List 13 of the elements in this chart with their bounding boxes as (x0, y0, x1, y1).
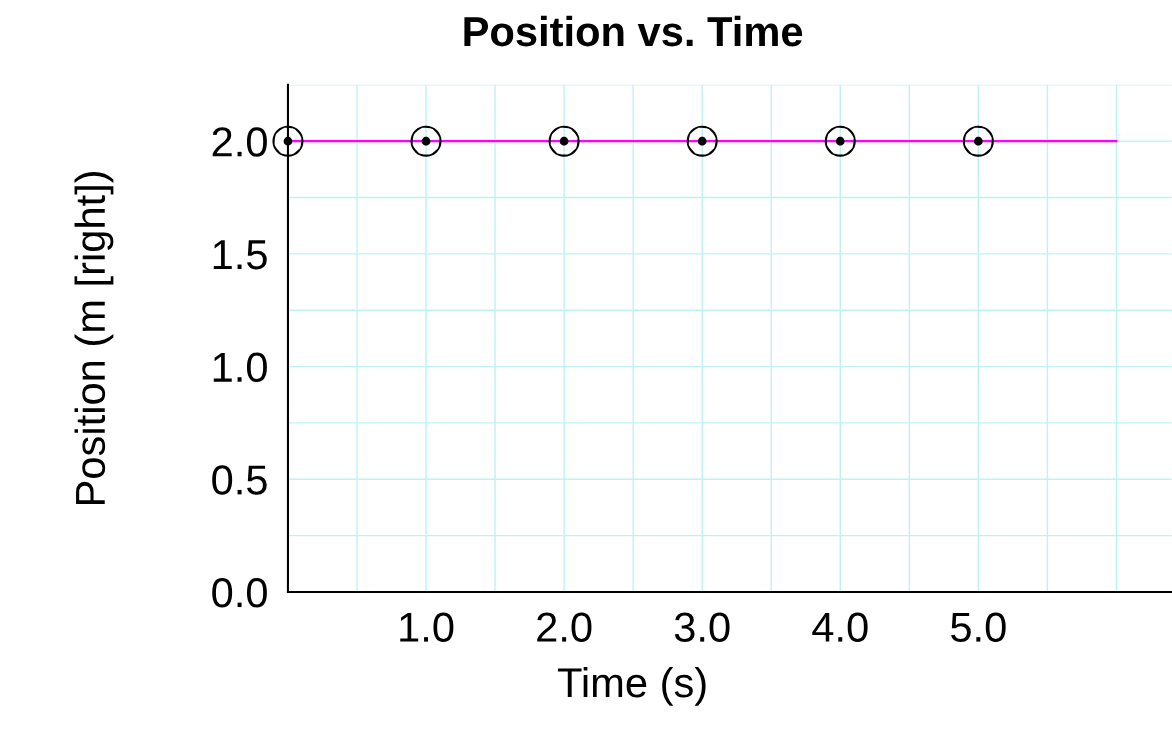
x-tick-label: 1.0 (400, 612, 454, 643)
y-tick-label: 0.5 (212, 465, 267, 495)
y-tick-label: 0.0 (212, 577, 267, 608)
x-axis-title: Time (s) (557, 666, 706, 706)
y-tick-label: 1.0 (213, 352, 267, 383)
x-tick-label: 3.0 (674, 612, 730, 643)
x-tick-label: 4.0 (812, 612, 868, 643)
chart-title: Position vs. Time (464, 15, 803, 47)
y-axis-title: Position (m [right]) (74, 171, 114, 505)
y-tick-label: 1.5 (213, 240, 267, 270)
x-tick-label: 2.0 (537, 612, 592, 643)
x-tick-label: 5.0 (951, 612, 1006, 643)
y-tick-label: 2.0 (212, 127, 267, 157)
